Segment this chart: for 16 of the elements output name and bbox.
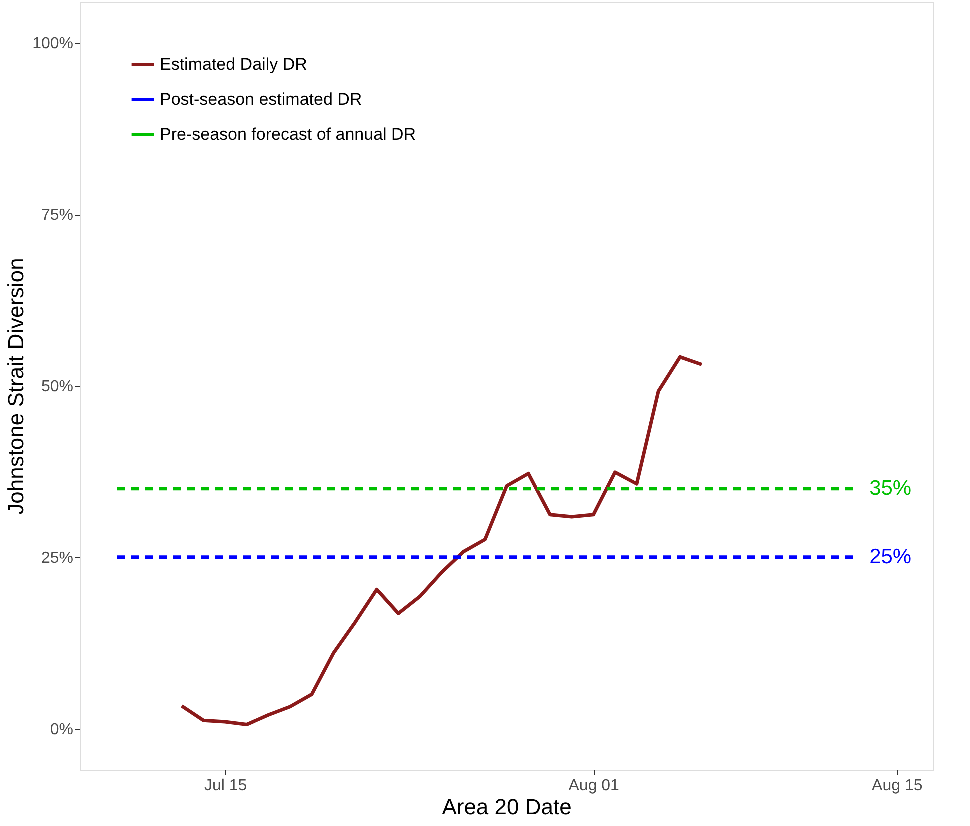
x-tick-label: Aug 01 [568,778,620,794]
x-axis-title: Area 20 Date [442,794,572,820]
annotation: 25% [870,545,912,568]
legend-label: Pre-season forecast of annual DR [160,125,416,144]
line-series [180,355,704,726]
annotation: 35% [870,476,912,500]
x-tick-label: Aug 15 [872,778,923,794]
y-tick-label: 75% [41,207,74,224]
legend-label: Estimated Daily DR [160,55,308,74]
y-tick-label: 50% [41,378,74,396]
legend-label: Post-season estimated DR [160,90,362,109]
y-tick-label: 0% [50,721,74,738]
y-tick-label: 100% [32,36,74,53]
x-tick-label: Jul 15 [204,778,248,794]
y-tick-label: 25% [41,550,74,567]
y-axis-title: Johnstone Strait Diversion [4,258,29,515]
